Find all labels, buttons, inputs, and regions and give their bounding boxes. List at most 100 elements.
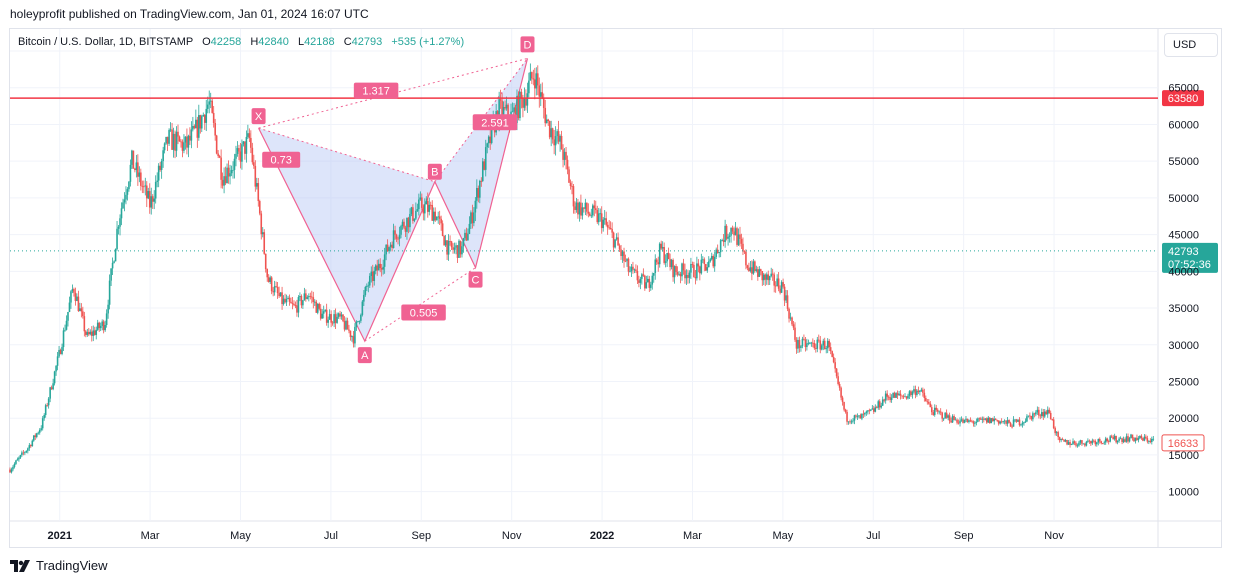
candle-body <box>453 247 456 250</box>
candle-body <box>388 247 390 252</box>
candle-body <box>803 338 805 340</box>
candle-body <box>884 393 887 401</box>
candle-body <box>1018 419 1021 426</box>
candle-body <box>1020 424 1022 426</box>
candle-body <box>471 212 474 224</box>
candle-body <box>592 205 594 216</box>
candle-body <box>128 181 130 190</box>
candle-body <box>138 172 141 177</box>
candle-body <box>1081 440 1083 444</box>
candle-body <box>386 244 389 252</box>
candle-body <box>168 130 170 144</box>
candle-body <box>606 224 609 228</box>
candle-body <box>1052 419 1055 429</box>
candle-body <box>438 216 441 219</box>
chart-frame[interactable] <box>9 28 1222 548</box>
candle-body <box>236 148 239 154</box>
candle-body <box>205 108 208 123</box>
y-tick-label: 55000 <box>1168 156 1199 168</box>
candle-body <box>577 202 579 215</box>
candle-body <box>318 303 321 309</box>
candle-body <box>1000 421 1003 423</box>
candle-body <box>498 99 500 123</box>
candle-body <box>844 409 847 412</box>
candle-body <box>795 339 798 349</box>
candle-body <box>1042 412 1045 417</box>
candle-body <box>648 278 651 288</box>
x-tick-label: May <box>230 530 251 542</box>
candle-body <box>459 240 462 255</box>
candle-body <box>379 263 381 269</box>
candle-body <box>583 207 585 209</box>
candle-body <box>968 420 970 423</box>
candle-body <box>881 399 884 406</box>
currency-button[interactable]: USD <box>1164 33 1218 57</box>
candle-body <box>511 111 514 113</box>
candle-body <box>102 321 105 331</box>
candle-body <box>398 234 401 239</box>
candle-body <box>513 107 515 112</box>
candle-body <box>50 387 53 390</box>
candle-body <box>235 153 237 159</box>
x-tick-label: 2021 <box>47 530 71 542</box>
bd-ratio-line <box>434 58 528 183</box>
candle-body <box>431 205 434 221</box>
candle-body <box>581 207 584 216</box>
candle-body <box>250 137 252 148</box>
candle-body <box>834 362 836 369</box>
candle-body <box>74 292 77 301</box>
candle-body <box>725 225 728 239</box>
y-tick-label: 65000 <box>1168 83 1199 95</box>
candle-body <box>886 393 888 397</box>
candle-body <box>342 314 344 322</box>
candle-body <box>1113 435 1116 440</box>
close-value: 42793 <box>351 36 383 48</box>
candle-body <box>926 401 929 403</box>
candle-body <box>899 393 902 396</box>
candle-body <box>806 343 808 348</box>
candle-body <box>660 243 662 249</box>
candle-body <box>21 452 23 456</box>
candle-body <box>902 396 905 398</box>
candle-body <box>441 223 444 237</box>
candle-body <box>394 230 396 235</box>
candle-body <box>994 418 997 420</box>
candle-body <box>437 216 439 218</box>
candle-body <box>52 383 54 390</box>
candle-body <box>569 182 572 187</box>
pattern-point-label: C <box>472 275 480 287</box>
candle-body <box>113 261 115 263</box>
candle-body <box>223 176 225 186</box>
candle-body <box>855 415 857 417</box>
candle-body <box>108 280 111 305</box>
candle-body <box>1008 420 1010 423</box>
candle-body <box>312 297 315 303</box>
candle-body <box>667 252 670 260</box>
candle-body <box>812 342 814 344</box>
candle-body <box>819 340 822 350</box>
candle-body <box>373 270 376 281</box>
candle-body <box>19 455 22 458</box>
candle-body <box>198 115 200 138</box>
candle-body <box>1136 437 1138 441</box>
candle-body <box>322 311 325 314</box>
candle-body <box>450 241 453 248</box>
candle-body <box>137 162 139 177</box>
high-key: H <box>250 36 259 48</box>
candle-body <box>709 259 712 262</box>
candle-body <box>609 227 612 230</box>
tradingview-logo[interactable]: TradingView <box>10 558 108 573</box>
candle-body <box>444 240 447 246</box>
candle-body <box>1125 436 1128 442</box>
candle-body <box>681 263 683 277</box>
candle-body <box>123 199 126 203</box>
candle-body <box>505 104 508 109</box>
candle-body <box>922 389 924 393</box>
candle-body <box>504 106 506 109</box>
candle-body <box>143 186 145 188</box>
change-value: +535 (+1.27%) <box>391 36 465 48</box>
candle-body <box>206 104 209 109</box>
candle-body <box>1110 436 1113 438</box>
candle-body <box>1045 411 1048 415</box>
